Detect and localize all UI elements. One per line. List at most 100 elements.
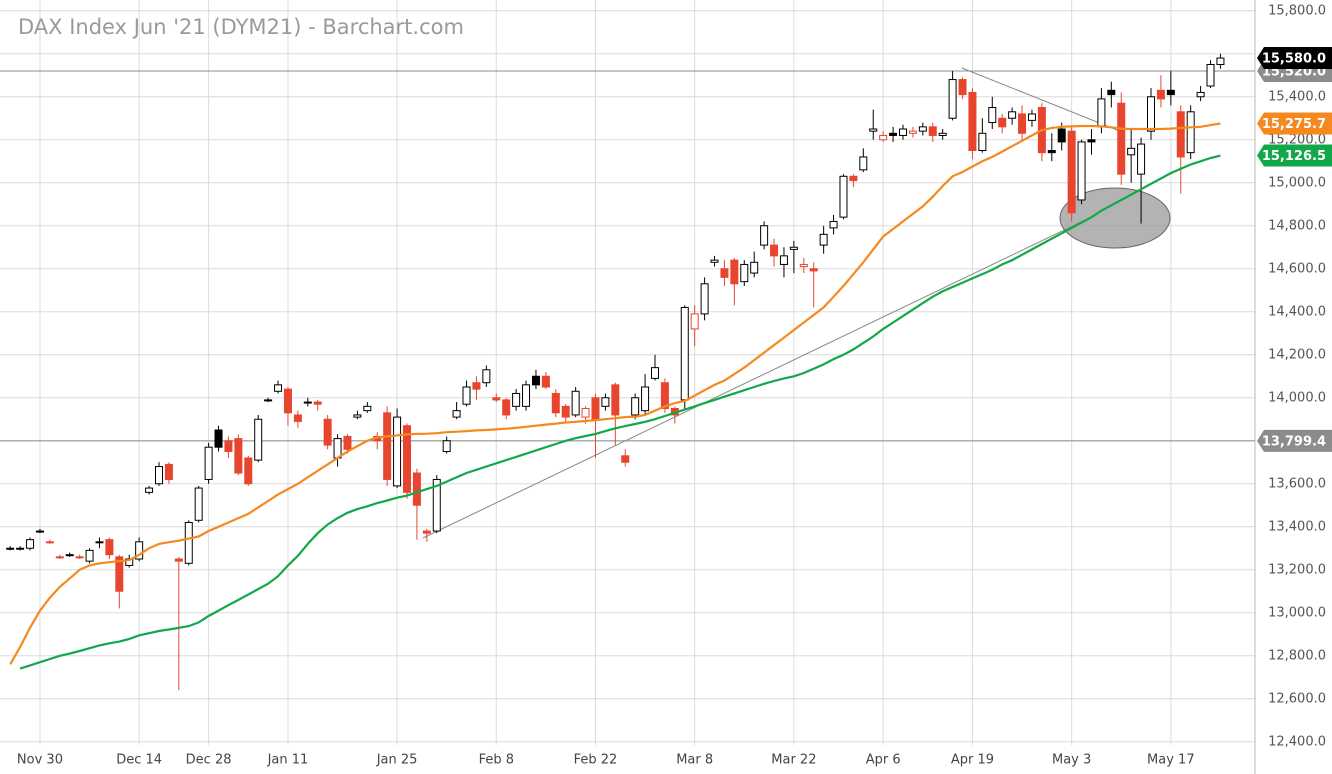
candle-body	[95, 541, 104, 544]
candle-body	[313, 401, 322, 405]
candle-body	[452, 410, 461, 418]
x-tick-label: Feb 8	[479, 753, 514, 768]
candle-body	[432, 478, 441, 532]
candle-body	[442, 440, 451, 452]
candle-body	[928, 126, 937, 136]
x-tick-label: Nov 30	[17, 753, 63, 768]
y-tick-label: 13,600.0	[1268, 476, 1326, 491]
candle-body	[174, 558, 183, 562]
y-tick-label: 15,800.0	[1268, 3, 1326, 18]
candle-body	[948, 79, 957, 119]
y-tick-label: 14,400.0	[1268, 304, 1326, 319]
candle-body	[938, 132, 947, 136]
y-tick-label: 12,400.0	[1268, 734, 1326, 749]
highlight-ellipse	[1059, 187, 1171, 249]
candle-body	[492, 397, 501, 401]
candle-body	[601, 397, 610, 407]
candle-body	[353, 414, 362, 418]
candle-body	[224, 440, 233, 452]
candle-body	[6, 547, 15, 550]
candle-body	[789, 246, 798, 250]
candle-body	[214, 429, 223, 448]
candle-body	[740, 263, 749, 283]
candle-body	[234, 438, 243, 474]
candle-body	[55, 556, 64, 559]
candle-body	[303, 401, 312, 404]
candle-body	[274, 384, 283, 392]
candle-body	[839, 175, 848, 218]
candle-body	[968, 91, 977, 151]
candle-body	[1067, 130, 1076, 214]
candle-body	[631, 397, 640, 416]
candle-body	[45, 541, 54, 544]
candle-body	[869, 128, 878, 132]
candle-body	[720, 268, 729, 278]
candle-body	[998, 117, 1007, 128]
x-tick-label: Jan 11	[267, 753, 309, 768]
candle-body	[65, 554, 74, 557]
candle-body	[829, 220, 838, 229]
candle-body	[512, 392, 521, 407]
candle-body	[482, 369, 491, 384]
candle-body	[958, 79, 967, 96]
y-tick-label: 12,600.0	[1268, 691, 1326, 706]
candle-body	[204, 446, 213, 480]
moving-average-line	[19, 154, 1221, 670]
candle-body	[641, 386, 650, 412]
candle-body	[283, 388, 292, 414]
candle-body	[819, 233, 828, 246]
y-tick-label: 13,200.0	[1268, 562, 1326, 577]
candle-body	[700, 283, 709, 315]
candle-body	[541, 375, 550, 388]
y-tick-label: 15,000.0	[1268, 175, 1326, 190]
candle-body	[571, 390, 580, 416]
trend-line	[961, 67, 1123, 133]
candle-body	[293, 414, 302, 422]
candle-body	[393, 416, 402, 487]
candle-body	[343, 435, 352, 450]
candle-body	[323, 418, 332, 446]
y-tick-label: 14,800.0	[1268, 218, 1326, 233]
price-label: 15,275.7	[1262, 117, 1326, 132]
candle-body	[164, 463, 173, 480]
candle-body	[26, 539, 35, 549]
candle-body	[978, 132, 987, 152]
candle-body	[145, 487, 154, 493]
candle-body	[809, 268, 818, 272]
y-tick-label: 12,800.0	[1268, 648, 1326, 663]
candle-body	[1117, 102, 1126, 175]
candle-body	[799, 263, 808, 268]
candle-body	[1216, 57, 1225, 65]
candle-body	[155, 466, 163, 485]
price-label: 15,580.0	[1262, 52, 1326, 67]
candle-body	[879, 134, 888, 141]
candle-body	[522, 384, 531, 407]
x-tick-label: Apr 19	[951, 753, 994, 768]
candle-body	[1018, 113, 1027, 134]
candle-body	[105, 539, 114, 556]
candle-body	[591, 397, 600, 420]
candle-body	[889, 132, 898, 136]
candle-body	[1166, 89, 1175, 96]
y-tick-label: 14,600.0	[1268, 261, 1326, 276]
drawings	[422, 67, 1171, 539]
candle-body	[899, 128, 907, 136]
candle-body	[1077, 141, 1086, 201]
x-tick-label: Dec 14	[116, 753, 162, 768]
candle-body	[1027, 113, 1036, 121]
price-label: 15,126.5	[1262, 149, 1326, 164]
plot	[6, 53, 1225, 691]
x-tick-label: May 3	[1052, 753, 1091, 768]
candle-body	[115, 556, 124, 592]
moving-average-line	[9, 122, 1221, 665]
x-tick-label: Mar 22	[771, 753, 816, 768]
x-tick-label: Jan 25	[376, 753, 418, 768]
price-label-box	[1257, 47, 1332, 70]
price-label-box	[1257, 144, 1332, 167]
candle-body	[1196, 91, 1205, 98]
candle-body	[680, 306, 689, 401]
x-tick-label: Feb 22	[574, 753, 618, 768]
candle-body	[690, 313, 699, 330]
candle-body	[908, 130, 917, 134]
